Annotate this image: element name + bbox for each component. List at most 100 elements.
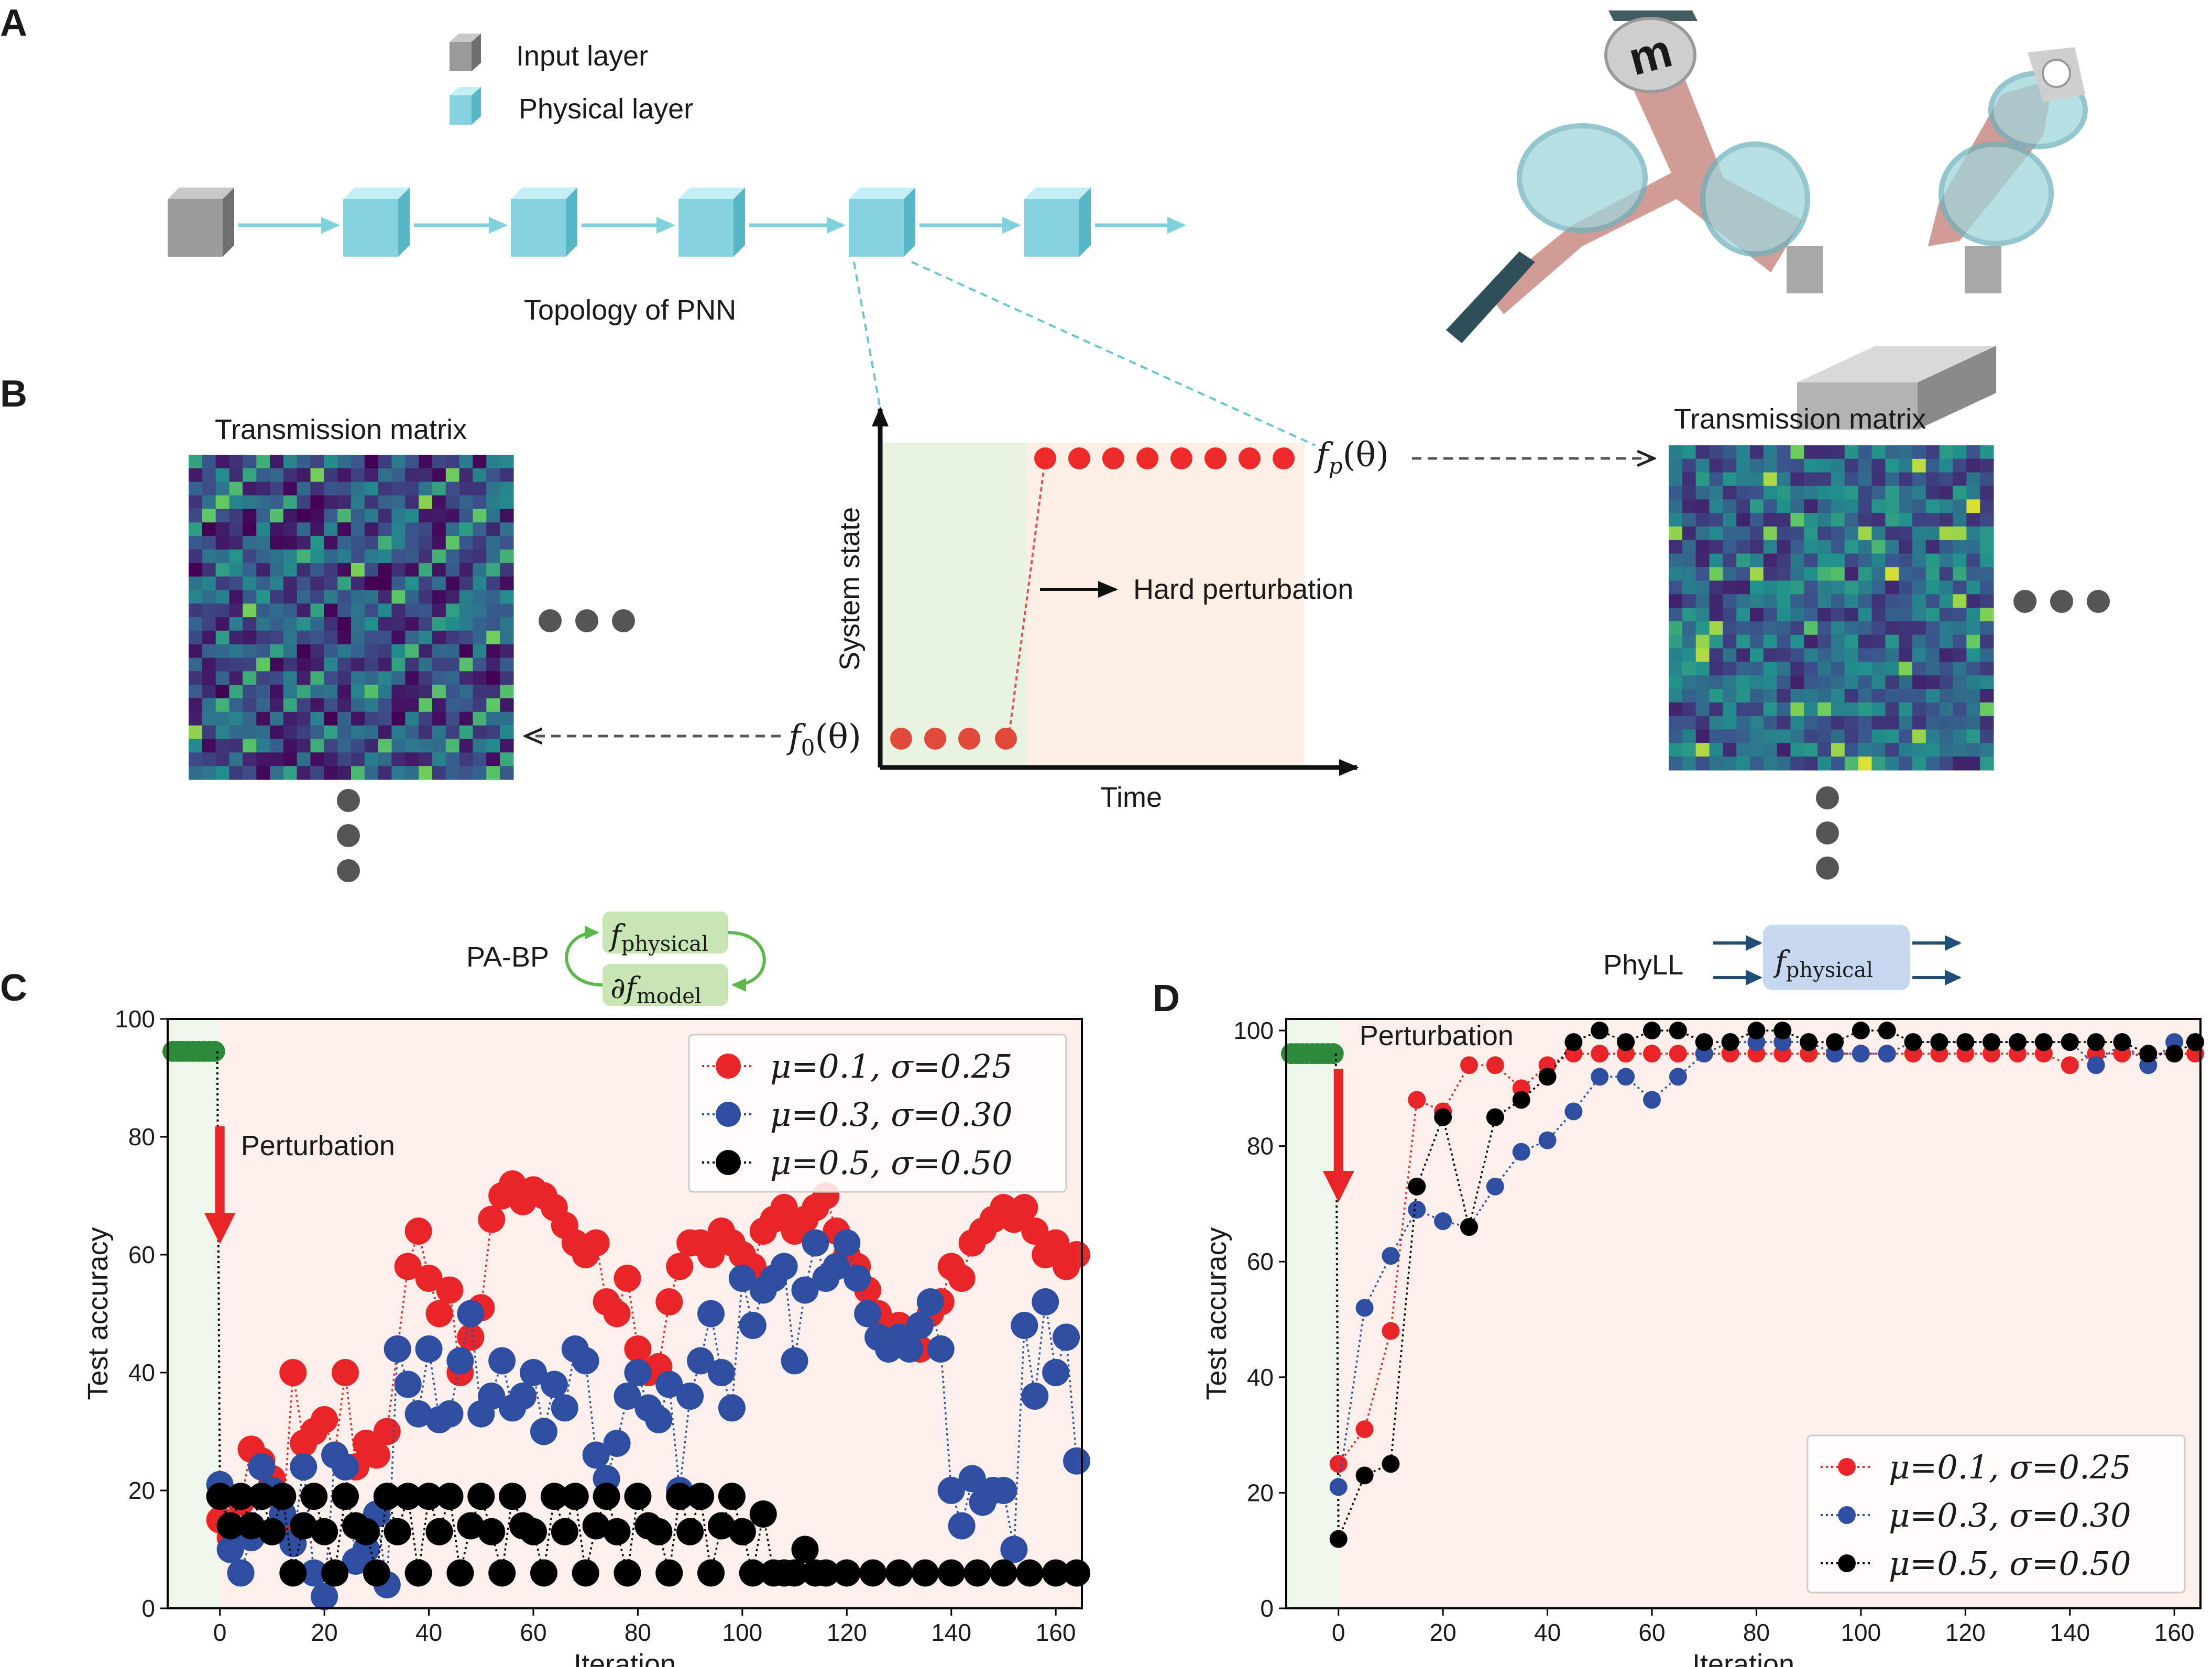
- data-point: [415, 1483, 443, 1510]
- data-point: [499, 1483, 527, 1510]
- data-point: [1617, 1068, 1635, 1086]
- x-tick-label: 60: [1638, 1619, 1665, 1646]
- phyll-label: PhyLL: [1603, 949, 1683, 981]
- data-point: [300, 1483, 328, 1510]
- data-point: [332, 1453, 359, 1480]
- data-point: [363, 1441, 390, 1469]
- data-point: [530, 1559, 557, 1587]
- data-point: [551, 1394, 578, 1422]
- x-axis-label: Iteration: [1692, 1649, 1794, 1667]
- data-point: [1773, 1022, 1792, 1040]
- data-point: [1878, 1022, 1896, 1040]
- data-point: [394, 1483, 422, 1510]
- data-point: [697, 1559, 725, 1587]
- data-point: [1721, 1033, 1739, 1051]
- data-point: [415, 1335, 443, 1363]
- data-point: [770, 1253, 798, 1280]
- y-tick-label: 100: [115, 1005, 155, 1033]
- series-line: [1338, 1029, 2196, 1540]
- data-point: [990, 1477, 1017, 1504]
- x-tick-label: 0: [1332, 1619, 1345, 1646]
- input-layer-cube: [168, 188, 234, 257]
- data-point: [478, 1205, 506, 1233]
- data-point: [1591, 1045, 1609, 1063]
- data-point: [770, 1194, 798, 1221]
- data-point: [1878, 1045, 1896, 1063]
- system-state-plot: Hard perturbation System state Time: [834, 407, 1359, 813]
- data-point: [1355, 1420, 1374, 1439]
- data-point: [1591, 1068, 1609, 1086]
- data-point: [895, 1335, 923, 1363]
- data-point: [603, 1430, 631, 1457]
- data-point: [1643, 1022, 1661, 1040]
- data-point: [2087, 1033, 2105, 1051]
- data-point: [311, 1583, 338, 1610]
- data-point: [1695, 1033, 1713, 1051]
- y-tick-label: 40: [128, 1359, 155, 1386]
- data-point: [937, 1559, 965, 1587]
- f-physical-box: [603, 912, 728, 953]
- x-axis-label: Iteration: [574, 1649, 676, 1667]
- data-point: [425, 1300, 453, 1328]
- data-point: [384, 1518, 411, 1545]
- legend-entry: μ=0.3, σ=0.30: [702, 1095, 1013, 1134]
- x-tick-label: 140: [2050, 1619, 2090, 1646]
- physical-layer-cube: [678, 188, 745, 257]
- data-point: [1042, 1559, 1070, 1587]
- svg-text:fphysical: fphysical: [1773, 945, 1873, 982]
- data-point: [1011, 1312, 1038, 1339]
- data-point: [614, 1383, 641, 1410]
- data-point: [823, 1253, 850, 1280]
- legend-label: μ=0.5, σ=0.50: [1889, 1544, 2131, 1583]
- system-state-axis-label: System state: [834, 507, 866, 671]
- data-point: [791, 1536, 819, 1563]
- data-point: [707, 1512, 735, 1540]
- data-point: [781, 1347, 808, 1375]
- physical-layer-cube: [511, 188, 577, 257]
- data-point: [1512, 1091, 1530, 1109]
- data-point: [603, 1300, 631, 1328]
- x-tick-label: 20: [1430, 1619, 1457, 1646]
- data-point: [687, 1347, 715, 1375]
- data-point: [425, 1518, 453, 1545]
- data-point: [728, 1518, 756, 1545]
- x-tick-label: 160: [2154, 1619, 2195, 1646]
- transmission-matrix-right: [1669, 445, 1994, 771]
- data-point: [948, 1265, 976, 1292]
- data-point: [248, 1483, 276, 1510]
- data-point: [300, 1559, 328, 1587]
- svg-text:fphysical: fphysical: [608, 919, 708, 956]
- data-point: [248, 1453, 276, 1480]
- data-point: [1904, 1033, 1922, 1051]
- data-point: [1434, 1108, 1452, 1126]
- data-point: [457, 1300, 485, 1328]
- x-tick-label: 40: [1534, 1619, 1561, 1646]
- time-axis-label: Time: [1100, 782, 1162, 813]
- data-point: [394, 1370, 422, 1398]
- data-point: [624, 1335, 652, 1363]
- zoom-line-left: [853, 261, 881, 409]
- data-point: [582, 1441, 610, 1469]
- data-point: [206, 1483, 234, 1510]
- physical-layer-cube: [1024, 188, 1091, 257]
- data-point: [624, 1359, 652, 1386]
- data-point: [279, 1359, 307, 1386]
- data-point: [707, 1359, 735, 1386]
- data-point: [749, 1500, 777, 1528]
- data-point: [457, 1512, 485, 1540]
- optical-setup-illustration: m: [1446, 10, 2088, 430]
- legend-label: μ=0.3, σ=0.30: [770, 1095, 1013, 1134]
- y-axis-label: Test accuracy: [1201, 1227, 1232, 1400]
- physical-layer-cube: [343, 188, 410, 257]
- data-point: [854, 1300, 882, 1328]
- legend-entry: μ=0.1, σ=0.25: [1821, 1448, 2131, 1486]
- data-point: [614, 1559, 641, 1587]
- y-tick-label: 0: [141, 1595, 155, 1622]
- data-point: [655, 1288, 683, 1315]
- ellipsis-dots-right: [1816, 590, 2110, 880]
- data-point: [739, 1312, 766, 1339]
- y-axis-label: Test accuracy: [82, 1227, 114, 1400]
- data-point: [655, 1370, 683, 1398]
- data-point: [1983, 1033, 2001, 1051]
